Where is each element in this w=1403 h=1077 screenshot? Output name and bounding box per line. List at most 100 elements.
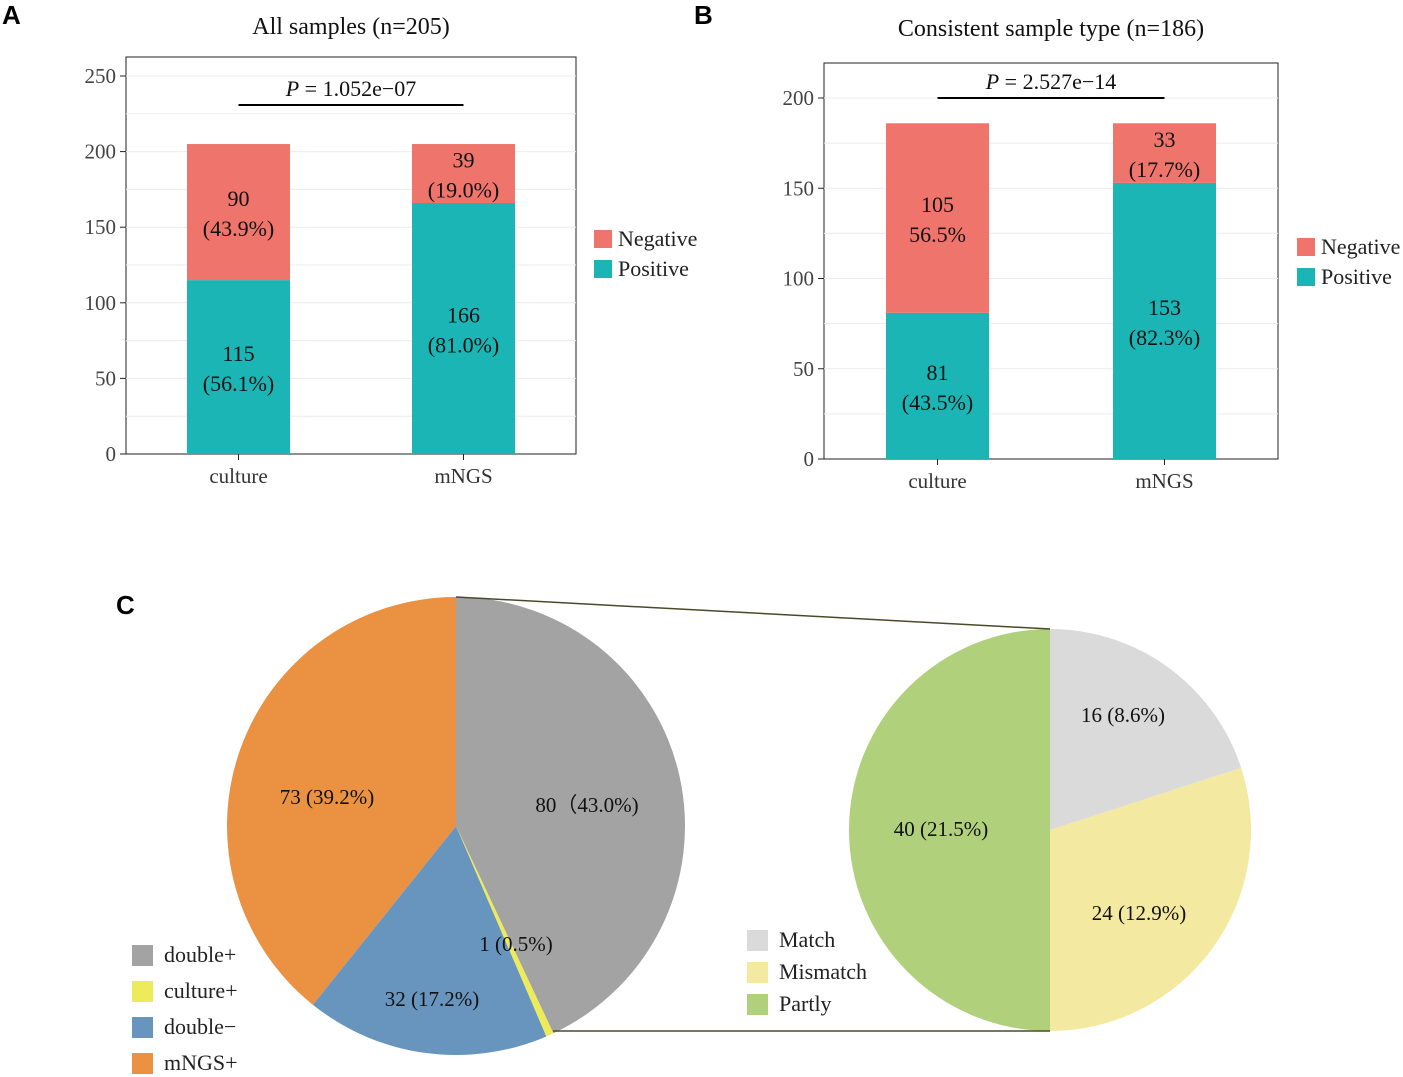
data-label-line: 105 <box>921 192 954 217</box>
legend-swatch <box>747 962 768 983</box>
bar-negative-mngs <box>412 144 515 204</box>
legend-swatch <box>132 945 153 966</box>
pie-slice-double <box>312 826 547 1055</box>
legend-swatch <box>132 1017 153 1038</box>
data-label: 153 (82.3%) <box>1129 295 1200 350</box>
y-tick-label: 100 <box>783 267 815 291</box>
panel-b: B Consistent sample type (n=186) 0 50 100 150… <box>694 0 1400 493</box>
x-tick-label: mNGS <box>434 464 492 488</box>
p-value-text: = 2.527e−14 <box>999 69 1116 94</box>
pie-slice-match <box>1050 629 1242 830</box>
legend-swatch <box>132 1053 153 1074</box>
panel-label: C <box>116 590 135 620</box>
data-label: 166 (81.0%) <box>428 303 499 358</box>
bar-positive-mngs <box>1113 182 1216 459</box>
chart-title: All samples (n=205) <box>252 14 450 40</box>
pie-c2: 16 (8.6%) 24 (12.9%) 40 (21.5%) Match Mismat… <box>747 629 1251 1031</box>
bar-negative-mngs <box>1113 123 1216 183</box>
legend-swatch-positive <box>594 260 612 278</box>
p-value: P = 1.052e−07 <box>285 76 417 101</box>
legend-label-negative: Negative <box>1321 234 1400 259</box>
pie-slice-mngs <box>226 597 456 1005</box>
bar-negative-culture <box>187 144 290 281</box>
legend-label-positive: Positive <box>1321 264 1392 289</box>
panel-label: A <box>2 0 21 30</box>
pie-label: 24 (12.9%) <box>1092 901 1186 925</box>
data-label: 33 (17.7%) <box>1129 127 1200 182</box>
legend-swatch-negative <box>1297 238 1315 256</box>
pie-slice-culture <box>456 826 554 1037</box>
y-tick-label: 50 <box>95 366 116 390</box>
legend-swatch <box>132 981 153 1002</box>
legend-label: double− <box>164 1014 236 1039</box>
chart-title: Consistent sample type (n=186) <box>898 16 1204 42</box>
y-tick-label: 150 <box>783 176 815 200</box>
y-tick-label: 0 <box>804 447 815 471</box>
pie-label: 73 (39.2%) <box>280 785 374 809</box>
legend-swatch-negative <box>594 230 612 248</box>
data-label-line: (19.0%) <box>428 178 499 203</box>
legend-swatch <box>747 930 768 951</box>
data-label-line: 90 <box>228 186 250 211</box>
legend-label: mNGS+ <box>164 1050 238 1075</box>
data-label-line: 56.5% <box>909 222 966 247</box>
data-label-line: (43.5%) <box>902 390 973 415</box>
data-label: 105 56.5% <box>909 192 966 247</box>
p-value: P = 2.527e−14 <box>985 69 1117 94</box>
data-label: 39 (19.0%) <box>428 148 499 203</box>
y-tick-label: 150 <box>85 215 117 239</box>
plot-frame <box>823 62 1279 460</box>
y-tick-label: 200 <box>85 140 117 164</box>
data-label-line: 153 <box>1148 295 1181 320</box>
y-tick-label: 200 <box>783 86 815 110</box>
panel-label: B <box>694 0 713 30</box>
data-label: 90 (43.9%) <box>203 186 274 241</box>
x-tick-label: culture <box>908 469 966 493</box>
legend-swatch-positive <box>1297 268 1315 286</box>
pie-slice-partly <box>849 629 1050 1031</box>
pie-label: 80（43.0%) <box>535 793 638 817</box>
data-label-line: (43.9%) <box>203 216 274 241</box>
panel-a: A All samples (n=205) 0 50 100 150 200 250 115 (5… <box>2 0 697 488</box>
p-value-symbol: P <box>985 69 999 94</box>
data-label-line: 81 <box>927 360 949 385</box>
legend-label-negative: Negative <box>618 226 697 251</box>
legend-label: Match <box>779 927 835 952</box>
bar-positive-culture <box>187 280 290 454</box>
pie-c1: 80（43.0%) 1 (0.5%) 32 (17.2%) 73 (39.2%) dou… <box>132 597 685 1075</box>
pie-slice-double <box>456 597 685 1034</box>
legend-label: Partly <box>779 991 832 1016</box>
data-label-line: 166 <box>447 303 480 328</box>
pie-label: 1 (0.5%) <box>479 932 552 956</box>
plot-frame <box>125 56 577 455</box>
connector-line-top <box>455 596 1051 630</box>
legend-label: Mismatch <box>779 959 867 984</box>
p-value-symbol: P <box>285 76 299 101</box>
x-tick-label: culture <box>209 464 267 488</box>
data-label-line: (17.7%) <box>1129 157 1200 182</box>
bar-negative-culture <box>886 123 989 313</box>
data-label-line: (82.3%) <box>1129 325 1200 350</box>
data-label-line: (56.1%) <box>203 371 274 396</box>
pie-label: 40 (21.5%) <box>894 817 988 841</box>
y-tick-label: 250 <box>85 64 117 88</box>
p-value-text: = 1.052e−07 <box>299 76 416 101</box>
legend-label: culture+ <box>164 978 238 1003</box>
bar-positive-mngs <box>412 203 515 454</box>
data-label-line: (81.0%) <box>428 333 499 358</box>
legend-label-positive: Positive <box>618 256 689 281</box>
legend-label: double+ <box>164 942 236 967</box>
y-tick-label: 50 <box>793 357 814 381</box>
pie-slice-mismatch <box>1050 767 1251 1031</box>
y-tick-label: 100 <box>85 291 117 315</box>
bar-positive-culture <box>886 312 989 459</box>
data-label-line: 39 <box>453 148 475 173</box>
y-tick-label: 0 <box>106 442 117 466</box>
data-label-line: 33 <box>1154 127 1176 152</box>
legend-swatch <box>747 994 768 1015</box>
data-label-line: 115 <box>222 341 254 366</box>
pie-label: 32 (17.2%) <box>385 987 479 1011</box>
data-label: 115 (56.1%) <box>203 341 274 396</box>
data-label: 81 (43.5%) <box>902 360 973 415</box>
